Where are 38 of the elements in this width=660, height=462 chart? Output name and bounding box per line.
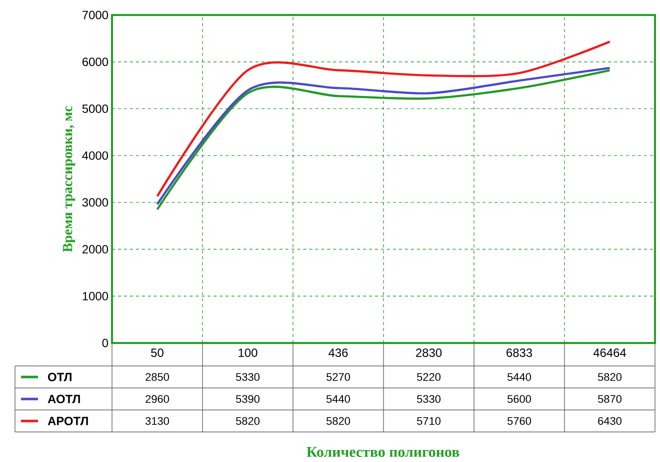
data-label: 5820 — [236, 417, 260, 425]
y-tick-label: 5000 — [82, 104, 108, 113]
legend-label: ОТЛ — [48, 372, 72, 382]
data-label: 2850 — [146, 373, 170, 381]
data-label: 5330 — [236, 373, 260, 381]
data-label: 6430 — [598, 417, 622, 425]
y-tick-label: 0 — [102, 338, 108, 348]
data-label: 5820 — [326, 417, 350, 425]
x-tick-label: 2830 — [416, 348, 442, 357]
text: Количество полигонов — [306, 447, 460, 457]
y-tick-label: 3000 — [82, 198, 108, 207]
x-tick-label: 50 — [151, 348, 164, 357]
data-label: 5330 — [417, 395, 440, 403]
data-label: 5820 — [598, 373, 622, 381]
y-tick-label: 1000 — [82, 292, 108, 300]
x-tick-label: 100 — [238, 348, 258, 357]
data-label: 5390 — [236, 395, 260, 403]
data-label: 5760 — [508, 417, 531, 425]
y-tick-label: 7000 — [82, 10, 108, 20]
data-label: 5440 — [508, 373, 531, 381]
data-label: 5600 — [508, 395, 531, 403]
line-series — [156, 40, 611, 198]
data-label: 5710 — [417, 417, 440, 425]
y-axis-title: Время трассировки, мс — [62, 106, 76, 252]
x-tick-label: 46464 — [593, 348, 626, 357]
data-label: 5440 — [326, 395, 350, 403]
y-tick-label: 4000 — [82, 151, 108, 160]
data-label: 5870 — [598, 395, 622, 403]
x-tick-label: 436 — [328, 348, 348, 357]
data-label: 5270 — [326, 373, 350, 381]
x-tick-label: 6833 — [506, 348, 532, 357]
data-label: 3130 — [145, 417, 170, 425]
y-tick-label: 2000 — [82, 245, 108, 254]
data-label: 2960 — [146, 395, 170, 403]
legend-label: АОТЛ — [48, 394, 80, 404]
y-tick-label: 6000 — [82, 58, 108, 66]
data-label: 5220 — [417, 373, 440, 381]
legend-label: АРОТЛ — [48, 416, 88, 426]
